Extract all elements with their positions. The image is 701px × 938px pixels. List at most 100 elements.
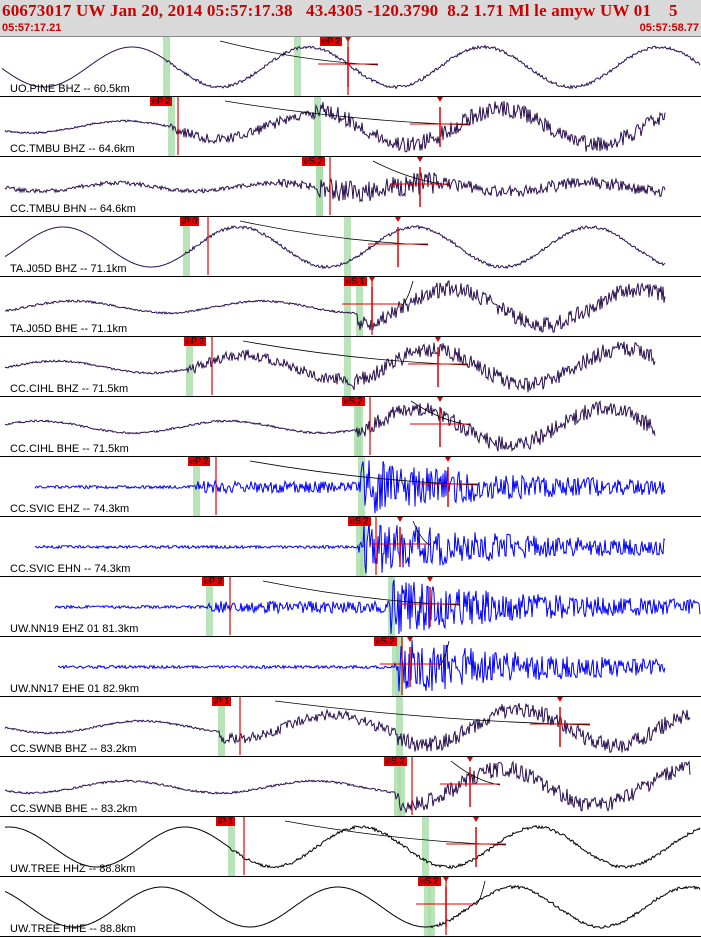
channel-label: UW.NN17 EHE 01 82.9km — [10, 683, 139, 695]
waveform-trace — [34, 460, 666, 514]
channel-label: CC.SWNB BHZ -- 83.2km — [10, 743, 137, 755]
trace-row[interactable]: iP 1 UW.TREE HHZ -- 88.8km — [0, 817, 701, 877]
phase-pick-label[interactable]: eS 2 — [418, 876, 441, 886]
phase-pick-label[interactable]: eS 2 — [342, 396, 365, 406]
waveform — [4, 337, 656, 395]
trace-row[interactable]: eS 2 UW.TREE HHE -- 88.8km — [0, 877, 701, 937]
trace-row[interactable]: eS 2 CC.SWNB BHE -- 83.2km — [0, 757, 701, 817]
channel-label: UW.TREE HHE -- 88.8km — [10, 923, 136, 935]
amplitude-triangle-icon — [427, 577, 433, 582]
trace-row[interactable]: eP 2 CC.TMBU BHZ -- 64.6km — [0, 97, 701, 157]
p-window-band — [168, 97, 175, 156]
s-window-band — [356, 397, 363, 456]
waveform-trace — [4, 760, 691, 815]
waveform — [4, 217, 666, 275]
coda-curve — [224, 100, 471, 126]
waveform — [54, 577, 701, 635]
phase-pick-label[interactable]: eS 2 — [374, 636, 397, 646]
channel-label: TA.J05D BHZ -- 71.1km — [10, 263, 127, 275]
phase-pick-label[interactable]: iP 1 — [212, 696, 232, 706]
waveform-trace — [4, 225, 666, 270]
s-window-band — [396, 637, 403, 696]
waveform-trace — [1, 44, 701, 90]
s-window-band — [396, 697, 403, 756]
window-start-time: 05:57:17.21 — [2, 22, 62, 34]
channel-label: CC.TMBU BHN -- 64.6km — [10, 203, 136, 215]
waveform — [4, 817, 701, 875]
channel-label: CC.SVIC EHZ -- 74.3km — [10, 503, 130, 515]
amplitude-triangle-icon — [407, 637, 413, 642]
phase-pick-label[interactable]: eP 2 — [320, 36, 343, 46]
waveform-trace — [34, 520, 666, 574]
p-window-band — [356, 277, 363, 336]
coda-curve — [219, 40, 379, 66]
waveform — [4, 157, 666, 215]
trace-row[interactable]: eS 2 CC.TMBU BHN -- 64.6km — [0, 157, 701, 217]
p-window-band — [428, 877, 435, 936]
waveform — [1, 37, 701, 95]
s-window-band — [316, 157, 323, 216]
amplitude-triangle-icon — [437, 397, 443, 402]
waveform-trace — [4, 172, 666, 203]
amplitude-triangle-icon — [437, 97, 443, 102]
s-window-band — [344, 277, 351, 336]
s-window-band — [424, 877, 431, 936]
phase-pick-label[interactable]: eP 2 — [150, 96, 173, 106]
coda-curve — [284, 820, 507, 846]
phase-pick-label[interactable]: iP 0 — [180, 216, 200, 226]
waveform — [34, 457, 666, 515]
waveform-trace — [4, 703, 691, 753]
amplitude-triangle-icon — [467, 757, 473, 762]
channel-label: TA.J05D BHE -- 71.1km — [10, 323, 128, 335]
window-end-time: 05:57:58.77 — [639, 22, 699, 34]
trace-row[interactable]: eS 2 CC.CIHL BHE -- 71.5km — [0, 397, 701, 457]
amplitude-triangle-icon — [557, 697, 563, 702]
p-window-band — [163, 37, 170, 96]
trace-row[interactable]: eP 2 UW.NN19 EHZ 01 81.3km — [0, 577, 701, 637]
channel-label: UW.NN19 EHZ 01 81.3km — [10, 623, 139, 635]
phase-pick-label[interactable]: eS 2 — [348, 516, 371, 526]
phase-pick-label[interactable]: eP 2 — [202, 576, 225, 586]
p-window-band — [218, 697, 225, 756]
waveform-trace — [4, 100, 666, 153]
trace-row[interactable]: iP 1 CC.SWNB BHZ -- 83.2km — [0, 697, 701, 757]
amplitude-triangle-icon — [345, 37, 351, 42]
phase-pick-label[interactable]: eS 2 — [302, 156, 325, 166]
waveform — [4, 397, 656, 455]
amplitude-triangle-icon — [417, 157, 423, 162]
coda-curve — [439, 640, 450, 666]
phase-pick-label[interactable]: eP 2 — [184, 336, 207, 346]
coda-curve — [401, 280, 414, 306]
trace-row[interactable]: eP 2 CC.CIHL BHZ -- 71.5km — [0, 337, 701, 397]
trace-row[interactable]: eS 1 TA.J05D BHE -- 71.1km — [0, 277, 701, 337]
trace-row[interactable]: eP 2 CC.SVIC EHZ -- 74.3km — [0, 457, 701, 517]
trace-row[interactable]: iP 0 TA.J05D BHZ -- 71.1km — [0, 217, 701, 277]
s-window-band — [422, 817, 429, 876]
trace-row[interactable]: eS 2 UW.NN17 EHE 01 82.9km — [0, 637, 701, 697]
waveform-trace — [4, 824, 701, 870]
s-window-band — [344, 217, 351, 276]
phase-pick-label[interactable]: eP 2 — [188, 456, 211, 466]
waveform — [57, 637, 666, 695]
trace-row[interactable]: eP 2 UO.PINE BHZ -- 60.5km — [0, 37, 701, 97]
waveform-trace — [4, 341, 656, 393]
waveform — [34, 517, 666, 575]
trace-row[interactable]: eS 2 CC.SVIC EHN -- 74.3km — [0, 517, 701, 577]
channel-label: UW.TREE HHZ -- 88.8km — [10, 863, 136, 875]
waveform-trace — [57, 639, 666, 692]
amplitude-triangle-icon — [473, 817, 479, 822]
s-window-band — [294, 37, 301, 96]
phase-pick-label[interactable]: iP 1 — [216, 816, 236, 826]
s-window-band — [358, 457, 365, 516]
phase-pick-label[interactable]: eS 1 — [344, 276, 367, 286]
s-window-band — [314, 97, 321, 156]
waveform — [4, 97, 666, 155]
phase-pick-label[interactable]: eS 2 — [384, 756, 407, 766]
amplitude-triangle-icon — [435, 337, 441, 342]
p-window-band — [392, 637, 399, 696]
s-window-band — [398, 757, 405, 816]
event-header: 60673017 UW Jan 20, 2014 05:57:17.38 43.… — [0, 0, 701, 37]
channel-label: CC.TMBU BHZ -- 64.6km — [10, 143, 135, 155]
s-window-band — [344, 337, 351, 396]
seismogram-panel: eP 2 UO.PINE BHZ -- 60.5km eP 2 CC.TMBU BHZ… — [0, 37, 701, 938]
